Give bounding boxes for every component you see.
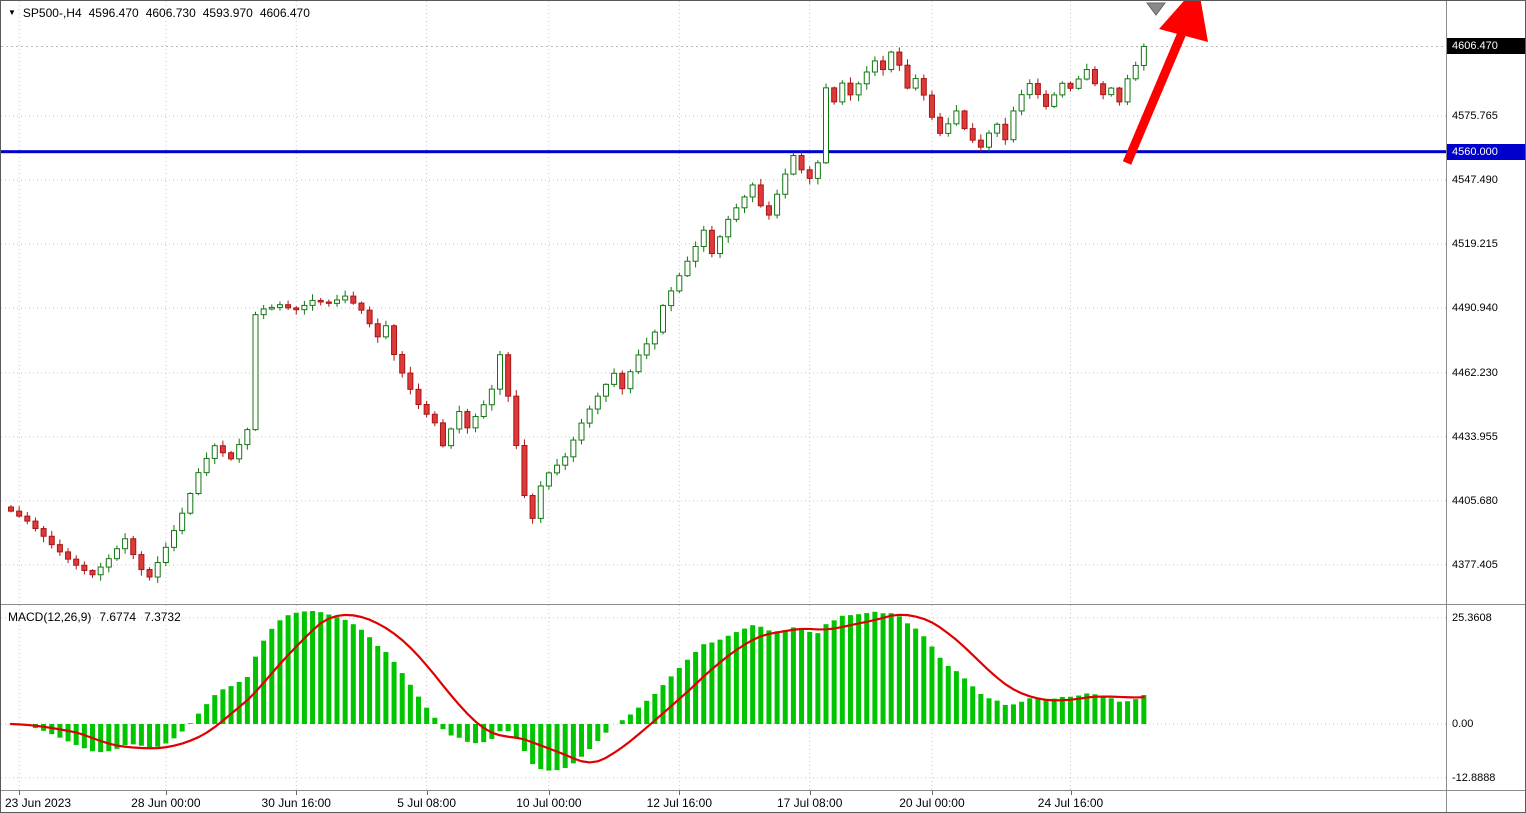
macd-axis-label: 0.00: [1452, 718, 1474, 730]
ohlc-close: 4606.470: [259, 6, 310, 20]
macd-header: MACD(12,26,9) 7.6774 7.3732: [8, 610, 181, 624]
price-axis[interactable]: 4606.470 4560.000 4575.765 4547.490 4519.2…: [1446, 1, 1525, 812]
macd-axis-label: 25.3608: [1452, 612, 1492, 624]
time-axis-tick: [19, 791, 21, 795]
time-axis[interactable]: 23 Jun 2023 28 Jun 00:00 30 Jun 16:00 5 Jul…: [1, 791, 1446, 812]
ohlc-open: 4596.470: [88, 6, 139, 20]
symbol-dropdown-icon: ▼: [8, 8, 16, 17]
time-axis-tick: [548, 791, 550, 795]
time-axis-tick: [426, 791, 428, 795]
time-axis-tick: [809, 791, 811, 795]
price-axis-label: 4519.215: [1452, 238, 1498, 250]
macd-histogram: [16, 611, 1147, 771]
time-axis-tick: [931, 791, 933, 795]
time-axis-tick: [1070, 791, 1072, 795]
time-axis-label: 5 Jul 08:00: [397, 796, 456, 810]
time-axis-tick: [679, 791, 681, 795]
price-axis-label: 4433.955: [1452, 430, 1498, 443]
price-chart-canvas[interactable]: [1, 1, 1446, 604]
chart-header: ▼ SP500-,H4 4596.470 4606.730 4593.970 4…: [8, 6, 310, 20]
price-axis-label: 4547.490: [1452, 174, 1498, 186]
time-axis-label: 28 Jun 00:00: [131, 796, 201, 810]
macd-main-value: 7.6774: [99, 610, 137, 624]
macd-title: MACD(12,26,9): [8, 610, 92, 624]
price-axis-label: 4575.765: [1452, 110, 1498, 122]
price-axis-label: 4405.680: [1452, 494, 1498, 507]
time-axis-divider: [1, 790, 1525, 791]
time-axis-label: 30 Jun 16:00: [261, 796, 331, 810]
gray-triangle-marker[interactable]: [1146, 2, 1166, 16]
ohlc-high: 4606.730: [145, 6, 196, 20]
hline-price-badge: 4560.000: [1447, 143, 1525, 160]
current-price-badge: 4606.470: [1447, 38, 1525, 55]
macd-signal-line: [9, 613, 1145, 764]
time-axis-label: 24 Jul 16:00: [1037, 796, 1104, 810]
support-line-4560[interactable]: [1, 150, 1446, 154]
macd-signal-value: 7.3732: [144, 610, 181, 624]
time-axis-tick: [296, 791, 298, 795]
time-axis-label: 23 Jun 2023: [5, 796, 72, 810]
price-axis-label: 4462.230: [1452, 366, 1498, 379]
candles: [8, 43, 1147, 583]
price-axis-label: 4490.940: [1452, 302, 1498, 314]
time-axis-label: 20 Jul 00:00: [899, 796, 965, 810]
trend-arrow[interactable]: [1122, 1, 1208, 165]
macd-indicator-canvas[interactable]: [1, 605, 1446, 790]
time-axis-label: 17 Jul 08:00: [776, 796, 843, 810]
time-axis-label: 12 Jul 16:00: [646, 796, 712, 810]
time-axis-tick: [165, 791, 167, 795]
symbol-period-label: SP500-,H4: [22, 6, 82, 20]
price-axis-label: 4377.405: [1452, 559, 1498, 571]
pane-divider[interactable]: [1, 604, 1525, 605]
macd-axis-label: -12.8888: [1452, 771, 1496, 784]
time-axis-label: 10 Jul 00:00: [516, 796, 582, 810]
ohlc-low: 4593.970: [202, 6, 253, 20]
